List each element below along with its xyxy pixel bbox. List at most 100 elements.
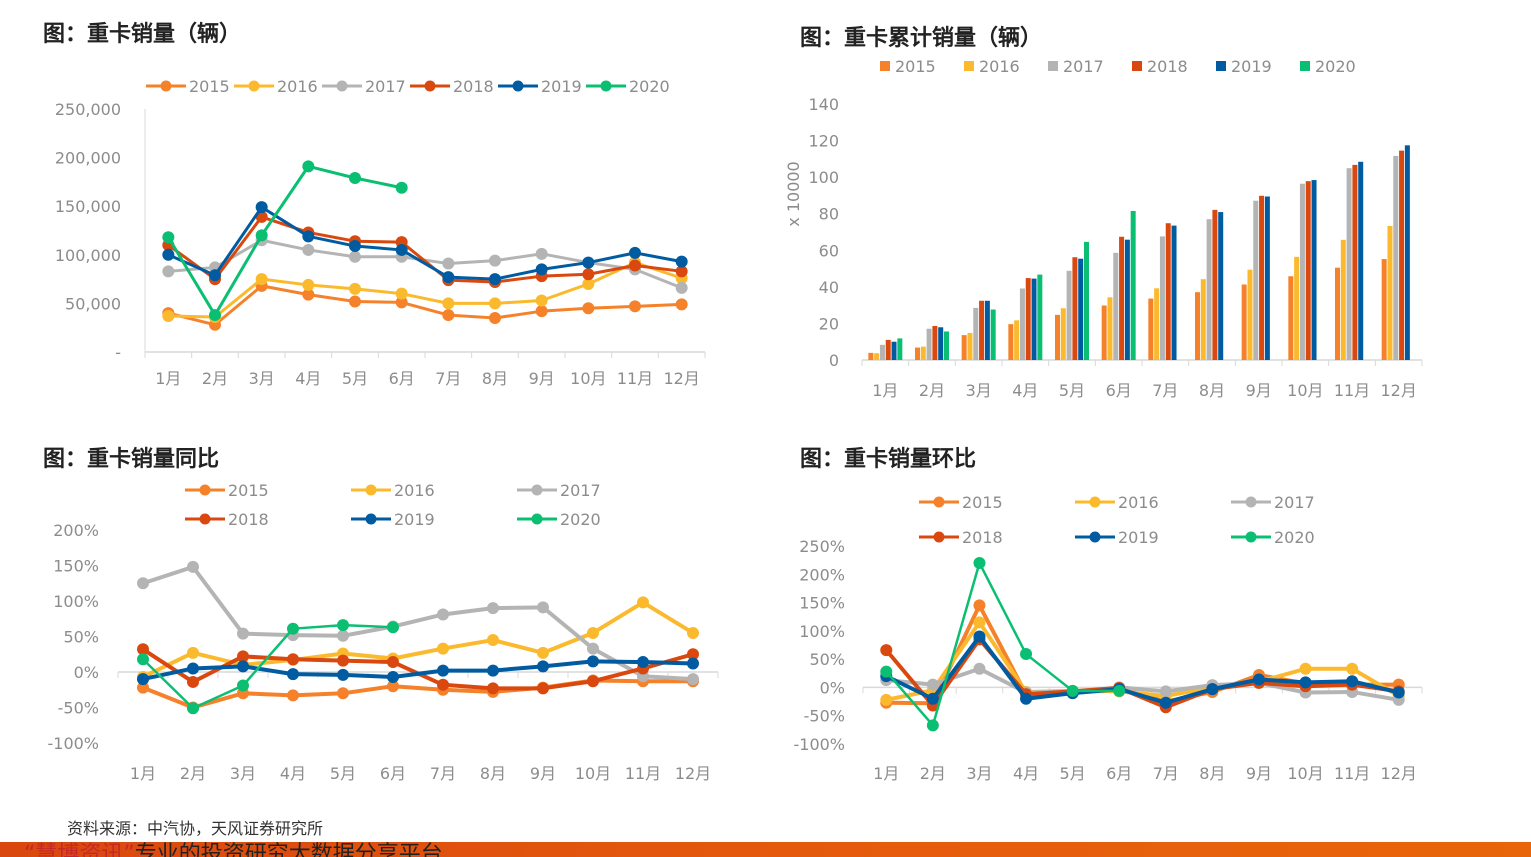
legend-label-2017: 2017 <box>560 481 601 500</box>
footer-banner: “慧博资讯”专业的投资研究大数据分享平台 <box>0 842 1531 857</box>
point-2016-10月 <box>582 277 595 290</box>
y-tick-label: 200% <box>53 521 99 540</box>
x-tick-label: 11月 <box>1334 381 1370 400</box>
bar-2018-7月 <box>1165 223 1171 360</box>
legend-label-2017: 2017 <box>365 77 406 96</box>
point-2019-9月 <box>1252 673 1265 686</box>
bar-2015-12月 <box>1381 259 1387 360</box>
point-2017-7月 <box>437 608 449 621</box>
y-tick-label: 250% <box>799 537 845 556</box>
x-tick-label: 7月 <box>1152 381 1178 400</box>
x-tick-label: 6月 <box>1106 764 1132 783</box>
point-2019-6月 <box>395 243 408 256</box>
point-2019-11月 <box>629 246 641 259</box>
legend-label-2018: 2018 <box>228 510 269 529</box>
point-2015-5月 <box>349 295 361 308</box>
point-2016-11月 <box>637 596 649 609</box>
banner-text: “慧博资讯”专业的投资研究大数据分享平台 <box>24 844 443 857</box>
x-tick-label: 5月 <box>1060 764 1086 783</box>
point-2018-1月 <box>880 644 893 657</box>
point-2020-3月 <box>973 556 986 569</box>
x-tick-label: 9月 <box>530 764 556 783</box>
chart-cumulative: 0 20 40 60 80 100 120 140 1月 2月 3月 4月 5月 6月 7月 8月 9月 10月 1… <box>784 57 1423 400</box>
bar-2020-1月 <box>897 338 903 360</box>
bar-2016-5月 <box>1060 308 1066 360</box>
bar-2018-10月 <box>1305 181 1311 360</box>
y-tick-label: 50% <box>63 628 99 647</box>
x-tick-label: 10月 <box>575 764 611 783</box>
point-2017-4月 <box>302 243 315 256</box>
legend-marker-2016 <box>365 484 377 496</box>
banner-slogan: 专业的投资研究大数据分享平台 <box>134 842 443 857</box>
bar-2016-1月 <box>874 353 880 360</box>
legend-marker-2015 <box>199 484 211 496</box>
point-2019-9月 <box>535 263 548 276</box>
legend-marker-2020 <box>600 80 612 92</box>
x-tick-label: 9月 <box>529 369 555 388</box>
x-tick-label: 1月 <box>155 369 181 388</box>
legend-marker-2015 <box>160 80 172 92</box>
point-2017-7月 <box>442 257 455 270</box>
point-2019-2月 <box>187 662 199 675</box>
x-tick-label: 2月 <box>202 369 228 388</box>
x-tick-label: 1月 <box>872 381 898 400</box>
y-tick-label: 100% <box>799 622 845 641</box>
source-note: 资料来源：中汽协，天风证券研究所 <box>67 819 324 838</box>
point-2019-3月 <box>237 660 249 673</box>
point-2019-4月 <box>1020 692 1033 705</box>
point-2019-11月 <box>637 656 649 669</box>
point-2015-6月 <box>387 680 399 693</box>
point-2017-9月 <box>537 601 549 614</box>
legend-label-2019: 2019 <box>1118 528 1159 547</box>
point-2019-1月 <box>162 248 175 261</box>
point-2020-2月 <box>209 309 221 322</box>
x-tick-label: 5月 <box>1059 381 1085 400</box>
legend-label-2015: 2015 <box>962 493 1003 512</box>
x-tick-label: 11月 <box>617 369 653 388</box>
point-2017-3月 <box>973 662 986 675</box>
bar-2017-7月 <box>1159 236 1165 360</box>
series-line-2019 <box>167 205 682 281</box>
chart-title-sales: 图：重卡销量（辆） <box>43 22 242 47</box>
bar-2019-3月 <box>984 300 990 360</box>
legend-label-2018: 2018 <box>453 77 494 96</box>
series-line-2016 <box>142 600 695 679</box>
point-2016-11月 <box>1346 662 1359 675</box>
bar-2017-9月 <box>1253 200 1259 360</box>
x-tick-label: 7月 <box>430 764 456 783</box>
point-2016-8月 <box>487 634 499 647</box>
series-line-2017 <box>886 666 1400 702</box>
bar-2016-10月 <box>1294 256 1300 360</box>
legend-marker-2018 <box>199 513 211 525</box>
point-2020-1月 <box>880 665 893 678</box>
legend-marker-2015 <box>933 496 945 508</box>
x-tick-label: 8月 <box>482 369 508 388</box>
point-2018-8月 <box>487 682 499 695</box>
point-2020-1月 <box>137 653 149 666</box>
x-tick-label: 3月 <box>249 369 275 388</box>
point-2019-10月 <box>582 256 595 269</box>
x-tick-label: 12月 <box>663 369 699 388</box>
point-2015-4月 <box>302 288 315 301</box>
y-tick-label: 0% <box>820 678 845 697</box>
point-2020-2月 <box>187 702 199 715</box>
bar-2016-2月 <box>920 346 926 360</box>
point-2019-8月 <box>489 273 501 286</box>
x-tick-label: 11月 <box>625 764 661 783</box>
y-tick-label: 150% <box>799 594 845 613</box>
point-2020-1月 <box>162 231 175 244</box>
bar-2018-5月 <box>1072 257 1078 360</box>
series-line-2016 <box>885 620 1400 702</box>
series-line-2020 <box>142 623 394 710</box>
bar-2018-8月 <box>1212 209 1218 360</box>
x-tick-label: 12月 <box>675 764 711 783</box>
point-2018-5月 <box>337 654 349 667</box>
point-2017-10月 <box>587 642 599 655</box>
point-2018-11月 <box>629 259 641 272</box>
x-tick-label: 2月 <box>180 764 206 783</box>
bar-2020-5月 <box>1084 241 1089 360</box>
series-line-2019 <box>885 634 1400 705</box>
point-2017-12月 <box>687 673 699 686</box>
point-2020-5月 <box>1066 684 1079 697</box>
bar-2019-2月 <box>938 327 944 360</box>
